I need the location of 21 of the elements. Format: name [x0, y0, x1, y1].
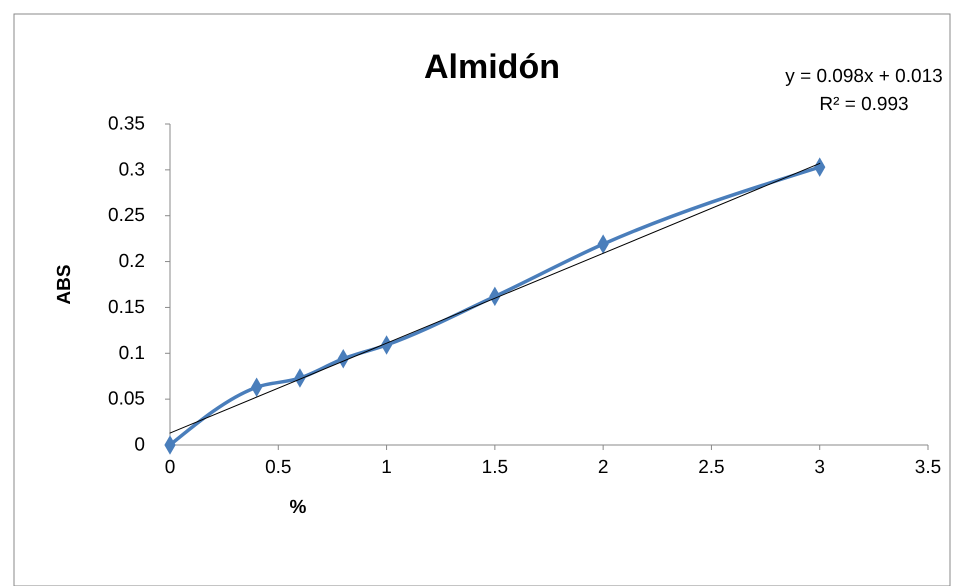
- text: y = 0.098x + 0.013: [785, 66, 943, 87]
- y-tick-label: 0.35: [108, 114, 145, 134]
- y-tick-label: 0.15: [108, 296, 145, 318]
- x-axis-title: %: [290, 497, 307, 518]
- y-tick-label: 0.05: [108, 388, 145, 410]
- x-tick-label: 2.5: [698, 457, 725, 478]
- y-tick-label: 0.1: [118, 342, 145, 364]
- y-tick-label: 0.2: [118, 251, 145, 272]
- x-tick-label: 1: [381, 457, 392, 478]
- y-tick-label: 0.25: [108, 205, 145, 226]
- x-tick-label: 3: [814, 457, 826, 478]
- x-tick-label: 3.5: [914, 457, 942, 478]
- x-tick-label: 1.5: [482, 457, 508, 478]
- y-tick-label: 0.3: [118, 159, 145, 180]
- y-axis-title: ABS: [54, 264, 75, 305]
- x-tick-label: 0: [164, 457, 176, 478]
- text: R² = 0.993: [819, 94, 909, 115]
- x-tick-label: 0.5: [265, 457, 292, 478]
- x-tick-label: 2: [598, 457, 608, 478]
- chart-title: Almidón: [424, 48, 560, 86]
- y-tick-label: 0: [134, 434, 145, 456]
